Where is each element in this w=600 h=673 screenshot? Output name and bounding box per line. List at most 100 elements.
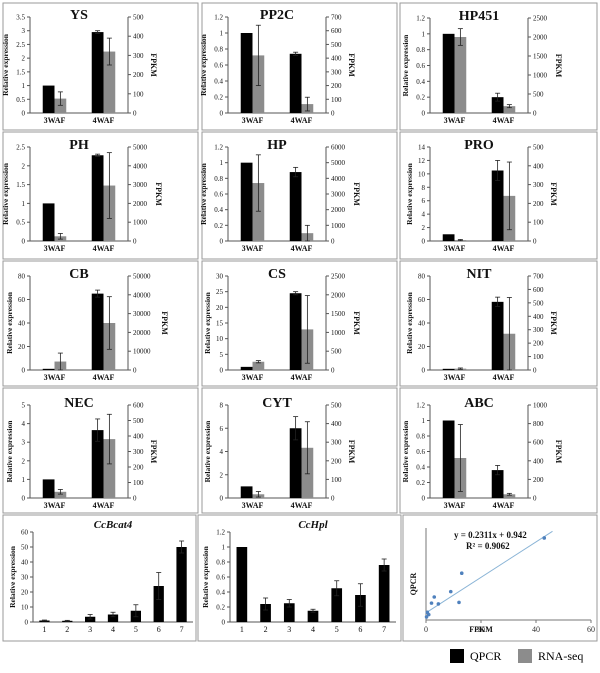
x-tick-label: 6 — [157, 625, 161, 634]
y-axis-label: Relative expression — [203, 291, 212, 354]
y-axis-label: Relative expression — [1, 33, 10, 96]
y2-tick-label: 1000 — [133, 219, 148, 227]
y-tick-label: 2 — [422, 224, 426, 232]
y-tick-label: 0.4 — [214, 206, 223, 214]
y2-tick-label: 3000 — [133, 181, 148, 189]
x-tick-label: 5 — [134, 625, 138, 634]
y-tick-label: 10 — [418, 170, 426, 178]
bar-qpcr — [153, 586, 164, 622]
data-point — [432, 595, 437, 599]
y-tick-label: 0 — [220, 495, 224, 503]
y2-tick-label: 0 — [133, 110, 137, 118]
y2-tick-label: 500 — [533, 91, 544, 99]
y2-tick-label: 400 — [133, 33, 144, 41]
y2-tick-label: 0 — [331, 110, 335, 118]
panel-frame — [201, 131, 398, 260]
y-tick-label: 0 — [220, 367, 224, 375]
data-point — [424, 615, 429, 619]
y-axis-label: Relative expression — [8, 545, 17, 608]
y-tick-label: 0.6 — [416, 62, 425, 70]
x-tick-label: 0 — [424, 625, 428, 634]
y-tick-label: 1 — [222, 544, 226, 552]
x-tick-label: 3WAF — [242, 244, 264, 253]
chart-cchpl: 0 0.2 0.4 0.6 0.8 1 1.2 Relative expression CcHp… — [201, 519, 396, 634]
y2-tick-label: 3000 — [331, 191, 346, 199]
y2-tick-label: 1500 — [533, 53, 548, 61]
x-tick-label: 3WAF — [444, 116, 466, 125]
y2-tick-label: 600 — [533, 286, 544, 294]
y2-tick-label: 100 — [133, 90, 144, 98]
panel-frame — [402, 514, 598, 642]
y-tick-label: 20 — [418, 343, 426, 351]
x-tick-label: 1 — [240, 625, 244, 634]
x-tick-label: 4WAF — [493, 244, 515, 253]
x-tick-label: 3WAF — [44, 244, 66, 253]
bar-rna-seq — [103, 51, 116, 113]
y2-tick-label: 400 — [331, 420, 342, 428]
y-tick-label: 0 — [22, 110, 26, 118]
y-tick-label: 0 — [422, 110, 426, 118]
y2-axis-label: FPKM — [149, 53, 158, 77]
y2-tick-label: 4000 — [331, 175, 346, 183]
bar-rna-seq — [503, 494, 516, 498]
y2-axis-label: FPKM — [347, 53, 356, 77]
bar-qpcr — [491, 470, 504, 498]
y2-axis-label: FPKM — [154, 182, 163, 206]
y2-axis-label: FPKM — [160, 311, 169, 335]
chart-pp2c: 0 0.2 0.4 0.6 0.8 1 1.2 0 100 200 300 400 500 600 700 F… — [199, 8, 356, 125]
y-tick-label: 1 — [422, 417, 426, 425]
y2-tick-label: 20000 — [133, 329, 151, 337]
y-tick-label: 1.2 — [416, 402, 425, 410]
y2-tick-label: 50000 — [133, 273, 151, 281]
y2-tick-label: 300 — [533, 181, 544, 189]
r-squared: R² = 0.9062 — [466, 541, 510, 551]
chart-ys: 0 0.5 1 1.5 2 2.5 3 3.5 0 100 200 300 400 500 FPKM Rela… — [1, 8, 158, 125]
y-tick-label: 25 — [216, 288, 224, 296]
x-tick-label: 20 — [477, 625, 485, 634]
y-tick-label: 0.8 — [416, 433, 425, 441]
y2-tick-label: 700 — [331, 14, 342, 22]
y-tick-label: 0 — [22, 367, 26, 375]
y2-tick-label: 0 — [533, 367, 537, 375]
y-tick-label: 0 — [22, 238, 26, 246]
legend-swatch-qpcr — [450, 649, 464, 663]
y2-tick-label: 1500 — [331, 310, 346, 318]
chart-title: CcHpl — [298, 519, 328, 531]
y-tick-label: 1 — [220, 159, 224, 167]
bar-qpcr — [331, 588, 343, 622]
y-tick-label: 0 — [222, 619, 226, 627]
y-tick-label: 0.5 — [16, 96, 25, 104]
panel-frame — [201, 2, 398, 131]
y-tick-label: 4 — [422, 211, 426, 219]
y2-tick-label: 0 — [331, 367, 335, 375]
y-tick-label: 2.5 — [16, 144, 25, 152]
y-tick-label: 3 — [22, 27, 26, 35]
chart-pro: 0 2 4 6 8 10 12 14 0 100 200 300 400 500 FPKM Relative … — [405, 138, 558, 253]
y-tick-label: 1.2 — [416, 15, 425, 23]
chart-nit: 0 20 40 60 80 0 100 200 300 400 500 600 700 FPKM Relat… — [405, 267, 558, 382]
x-tick-label: 3WAF — [44, 116, 66, 125]
y2-tick-label: 300 — [331, 68, 342, 76]
bar-qpcr — [307, 610, 319, 622]
y-tick-label: 0 — [25, 619, 29, 627]
y-tick-label: 0 — [422, 238, 426, 246]
bar-qpcr — [240, 33, 253, 113]
y-tick-label: 14 — [418, 144, 426, 152]
bar-qpcr — [240, 486, 253, 498]
y-tick-label: 0.4 — [416, 464, 425, 472]
bar-qpcr — [91, 32, 104, 114]
panel-frame — [399, 2, 598, 131]
y-tick-label: 0.2 — [214, 94, 223, 102]
y-tick-label: 1 — [22, 82, 26, 90]
y-tick-label: 0.8 — [416, 46, 425, 54]
x-tick-label: 1 — [42, 625, 46, 634]
y-tick-label: 1.2 — [216, 529, 225, 537]
y-tick-label: 0 — [22, 495, 26, 503]
chart-title: ABC — [464, 396, 494, 411]
y2-tick-label: 500 — [331, 41, 342, 49]
x-tick-label: 4WAF — [493, 116, 515, 125]
bar-rna-seq — [54, 491, 67, 498]
legend-swatch-rnaseq — [518, 649, 532, 663]
y-axis-label: Relative expression — [201, 545, 210, 608]
y-tick-label: 80 — [418, 273, 426, 281]
